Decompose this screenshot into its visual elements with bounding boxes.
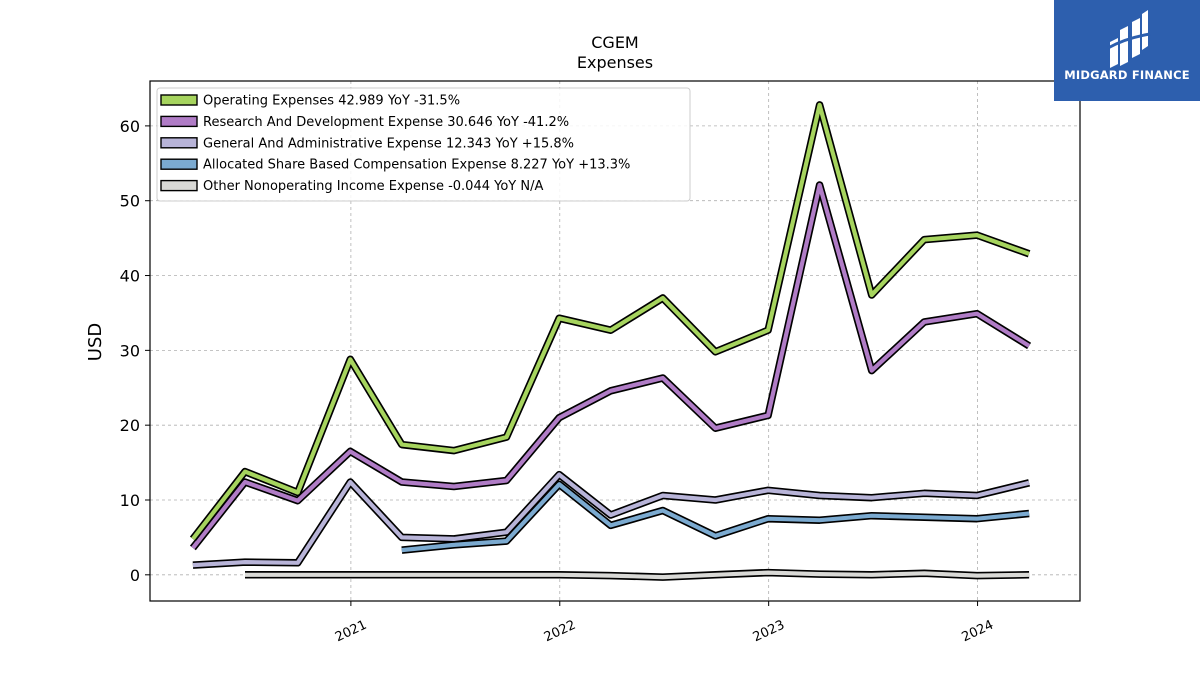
y-axis-label: USD — [85, 323, 106, 361]
series-line — [245, 570, 1030, 580]
legend-swatch — [160, 115, 198, 128]
series-1 — [189, 181, 1032, 551]
series-line — [191, 182, 1031, 550]
y-tick-label: 60 — [120, 117, 140, 136]
legend-entry: General And Administrative Expense 12.34… — [203, 136, 574, 151]
legend-entry: Operating Expenses 42.989 YoY -31.5% — [203, 94, 460, 109]
series-4 — [245, 568, 1030, 581]
series-line — [401, 482, 1030, 553]
series-line — [192, 472, 1030, 568]
y-axis: 0 10 20 30 40 50 60 — [120, 117, 150, 585]
series-3 — [401, 480, 1030, 554]
series-layer — [189, 101, 1032, 581]
legend-entry: Allocated Share Based Compensation Expen… — [203, 158, 630, 173]
y-tick-label: 20 — [120, 416, 140, 435]
legend-swatch — [160, 179, 198, 192]
logo-mark-icon — [1107, 10, 1151, 68]
y-tick-label: 40 — [120, 267, 140, 286]
legend-swatch — [160, 158, 198, 170]
y-tick-label: 0 — [130, 566, 140, 585]
chart-subtitle: Expenses — [577, 53, 653, 72]
chart-title: CGEM — [591, 33, 638, 52]
plot-frame — [149, 80, 1081, 602]
legend-entry: Other Nonoperating Income Expense -0.044… — [203, 179, 543, 194]
y-tick-label: 30 — [120, 341, 140, 360]
legend: Operating Expenses 42.989 YoY -31.5% Rese… — [156, 87, 691, 202]
series-0 — [189, 101, 1031, 542]
logo-text: MIDGARD FINANCE — [1064, 68, 1190, 82]
legend-box — [156, 87, 691, 202]
brand-logo: MIDGARD FINANCE — [1054, 0, 1200, 101]
legend-swatch — [160, 137, 198, 149]
y-tick-label: 10 — [120, 491, 140, 510]
legend-swatch — [160, 94, 198, 106]
series-2 — [192, 470, 1030, 569]
series-line — [191, 102, 1030, 541]
y-tick-label: 50 — [120, 192, 140, 211]
legend-entry: Research And Development Expense 30.646 … — [203, 115, 569, 130]
